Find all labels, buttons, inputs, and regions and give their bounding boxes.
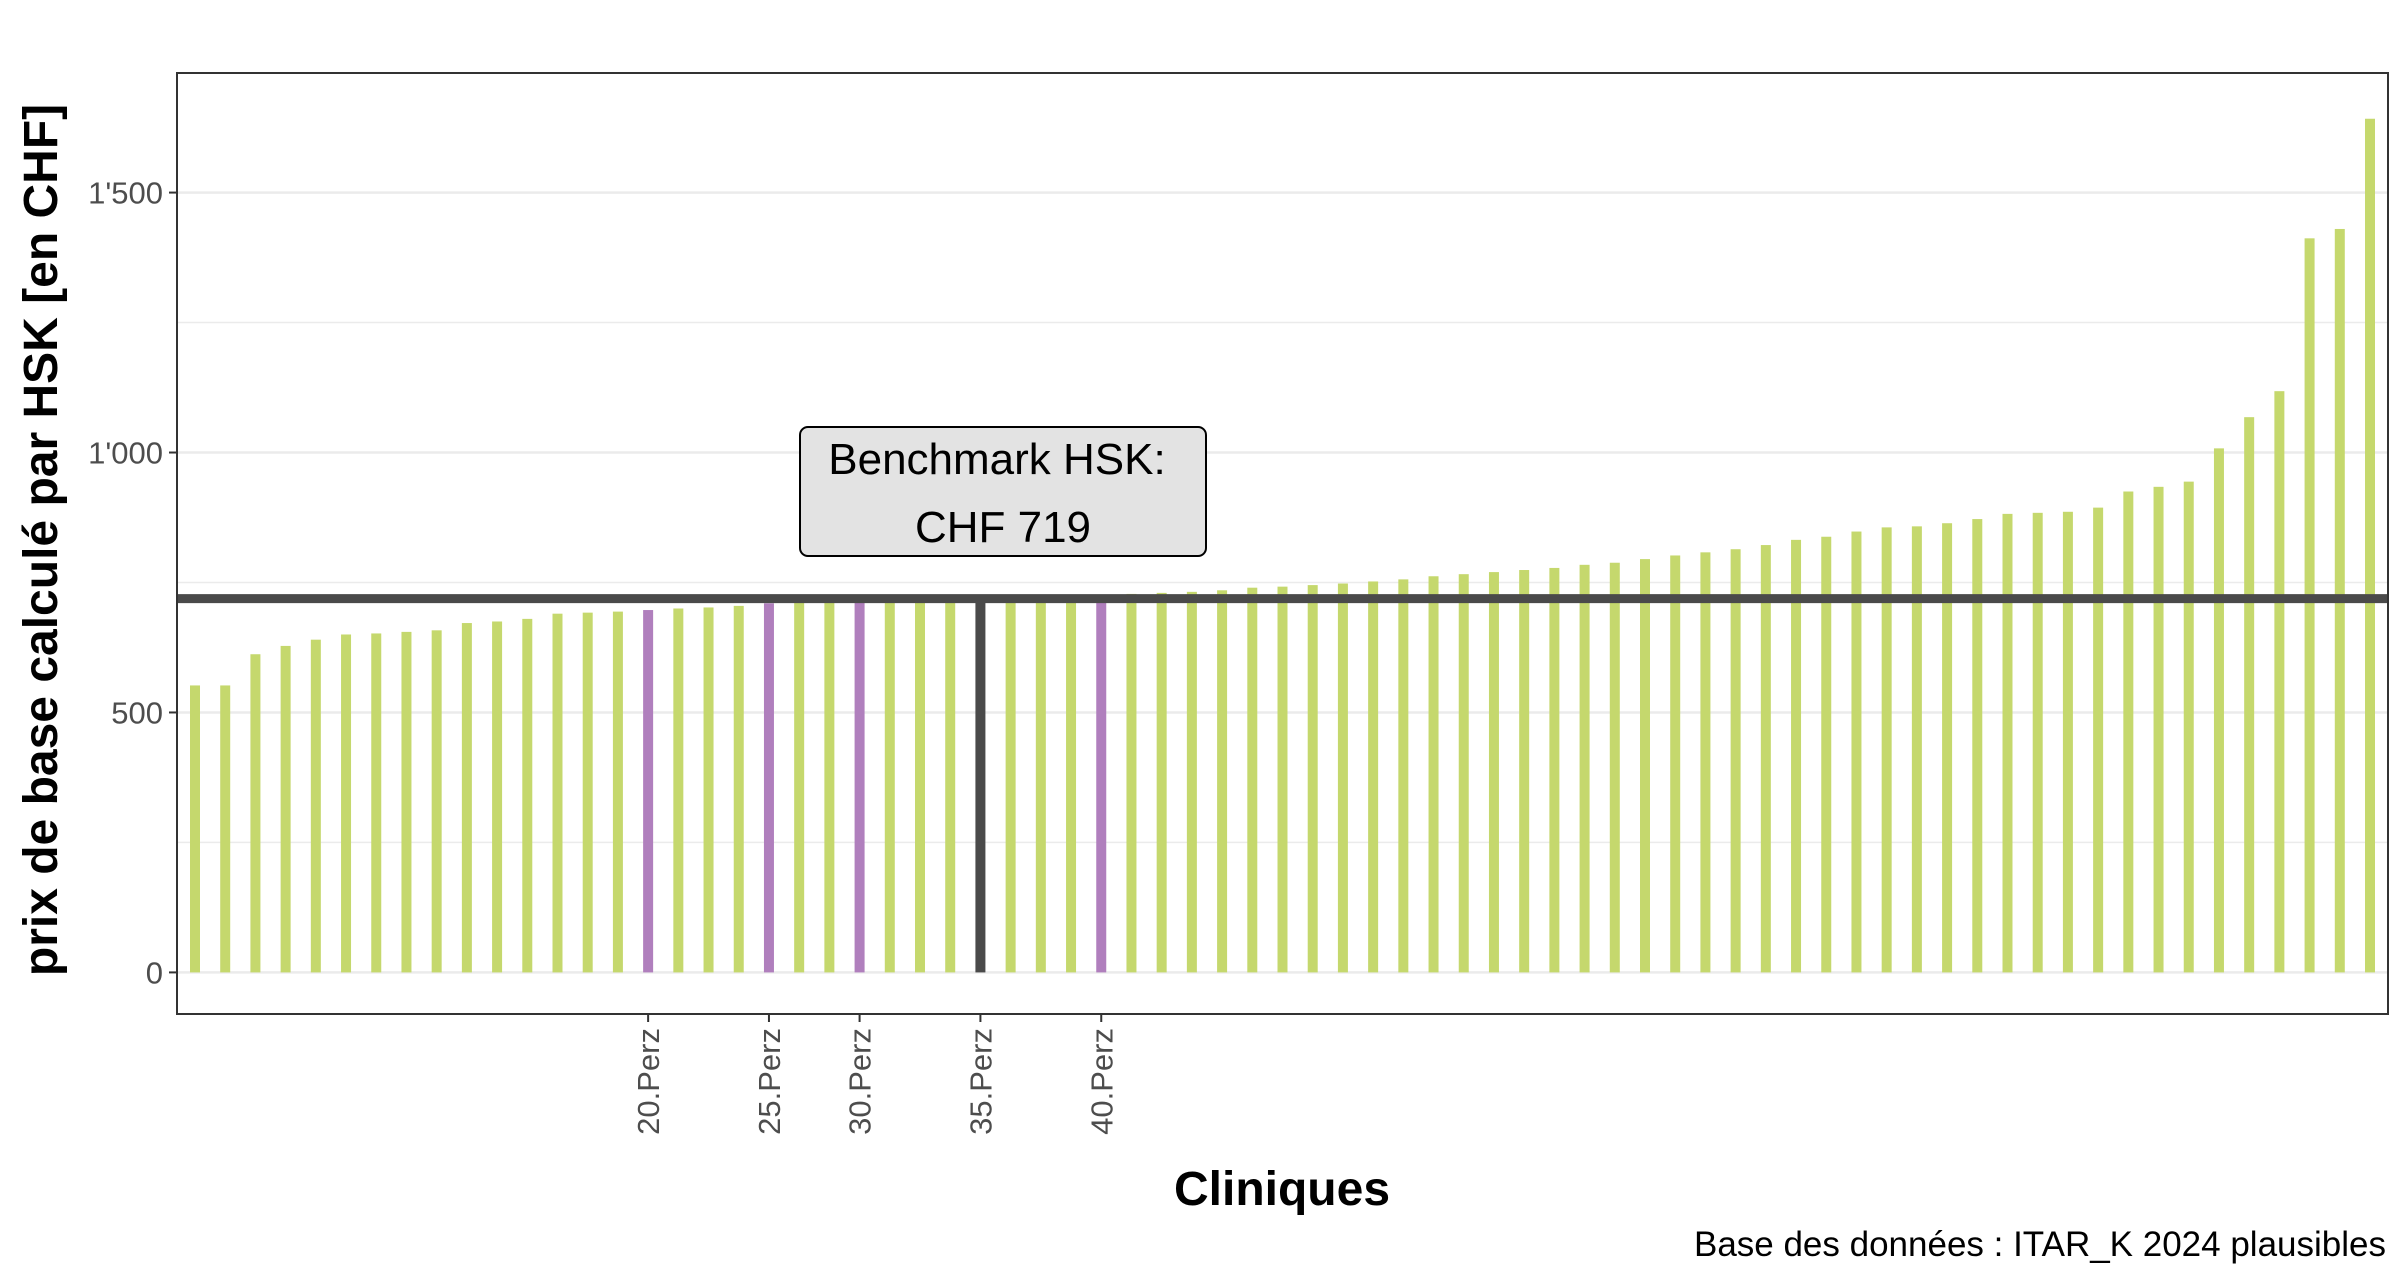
x-tick-label: 20.Perz: [631, 1028, 666, 1135]
x-tick-label: 40.Perz: [1084, 1028, 1119, 1135]
benchmark-label-line1: Benchmark HSK:: [828, 435, 1165, 484]
bar: [1640, 559, 1650, 973]
bar: [250, 654, 261, 973]
bar: [1488, 572, 1499, 973]
bar: [1791, 539, 1802, 973]
bar: [2274, 391, 2285, 973]
bar: [2213, 448, 2224, 973]
bar: [1035, 598, 1046, 973]
bar: [2002, 513, 2013, 973]
bar: [1851, 531, 1862, 973]
bar: [884, 600, 895, 973]
y-tick-label: 500: [111, 695, 163, 730]
bar-highlighted: [1096, 595, 1107, 973]
bar: [703, 607, 714, 973]
x-tick-label: 35.Perz: [963, 1028, 998, 1135]
bar: [612, 611, 623, 973]
bar-series: [190, 118, 2375, 973]
benchmark-label-box: [799, 426, 1207, 557]
x-tick-label: 25.Perz: [752, 1028, 787, 1135]
bar: [1156, 592, 1167, 973]
bar: [1881, 527, 1892, 973]
bar: [2365, 118, 2375, 973]
bar: [1126, 593, 1137, 973]
bar: [673, 608, 684, 973]
bar: [2183, 481, 2194, 973]
bar: [1579, 564, 1590, 973]
plot-border: [176, 72, 2389, 1015]
x-axis: 20.Perz 25.Perz 30.Perz 35.Perz 40.Perz: [631, 1014, 1119, 1135]
bar: [733, 605, 744, 973]
y-axis: 0 500 1'000 1'500: [88, 176, 177, 990]
bar: [1277, 586, 1288, 973]
bar: [1609, 562, 1620, 973]
bar: [1428, 576, 1439, 973]
bar: [1398, 579, 1409, 973]
bar: [915, 599, 925, 973]
benchmark-annotation: Benchmark HSK: CHF 719: [799, 426, 1207, 557]
bar: [945, 599, 956, 973]
y-tick-label: 0: [146, 955, 163, 990]
bar: [1670, 555, 1681, 973]
bar: [310, 639, 321, 973]
bar: [1911, 526, 1922, 973]
y-tick-label: 1'000: [88, 436, 163, 471]
bar: [1217, 590, 1228, 973]
x-axis-title: Cliniques: [1174, 1163, 1390, 1216]
bar-highlighted: [643, 610, 654, 973]
y-tick-label: 1'500: [88, 176, 163, 211]
x-tick-label: 30.Perz: [843, 1028, 878, 1135]
bar: [1337, 583, 1348, 973]
bar-highlighted: [763, 603, 774, 973]
benchmark-label-line2: CHF 719: [915, 503, 1091, 552]
data-source-caption: Base des données : ITAR_K 2024 plausible…: [1694, 1225, 2386, 1264]
bar: [220, 685, 231, 973]
bar: [1760, 545, 1771, 973]
bar: [2062, 511, 2073, 973]
bar: [1458, 574, 1469, 973]
bar-highlighted: [854, 600, 865, 973]
bar: [401, 631, 412, 973]
bar: [280, 645, 291, 973]
bar: [1519, 570, 1530, 973]
bar: [1972, 519, 1983, 973]
bar: [2244, 417, 2255, 973]
bar: [1368, 581, 1379, 973]
bar: [1821, 536, 1832, 973]
bar: [2093, 507, 2104, 973]
bar: [2153, 486, 2164, 973]
bar: [1005, 598, 1016, 973]
bar: [1307, 585, 1318, 973]
bar: [552, 613, 563, 973]
bar: [582, 612, 593, 973]
bar: [2032, 512, 2043, 973]
bar: [2304, 238, 2315, 973]
bar: [1700, 552, 1711, 973]
bar: [2123, 491, 2134, 973]
bar: [190, 685, 200, 973]
bar: [1066, 597, 1077, 973]
bar: [1549, 567, 1560, 973]
bar: [1186, 591, 1197, 973]
bar: [492, 621, 503, 973]
bar: [794, 602, 805, 973]
bar: [1730, 549, 1741, 973]
bar-highlighted: [975, 598, 986, 973]
bar: [461, 623, 472, 973]
bar: [824, 601, 835, 973]
bar: [1942, 523, 1953, 973]
y-axis-title: prix de base calculé par HSK [en CHF]: [15, 104, 68, 976]
bar: [341, 634, 352, 973]
bar: [1247, 587, 1258, 973]
bar: [522, 618, 533, 973]
bar: [371, 633, 382, 973]
bar: [431, 630, 442, 973]
